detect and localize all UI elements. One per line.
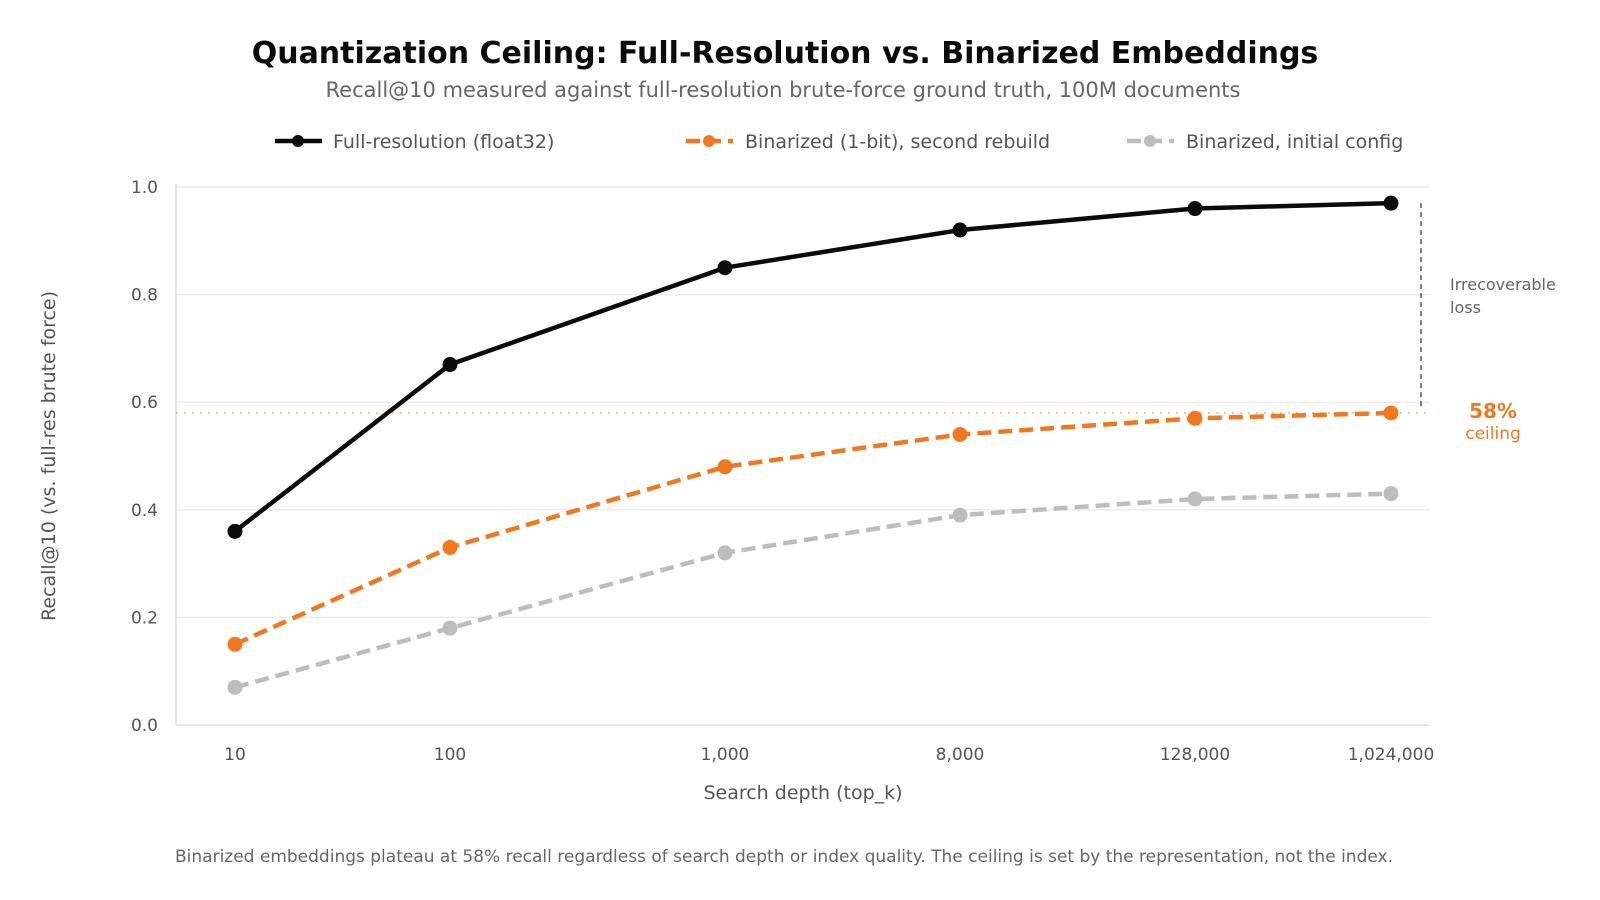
legend-label: Binarized (1-bit), second rebuild: [745, 131, 1050, 153]
data-point: [717, 260, 733, 276]
data-point: [442, 357, 458, 373]
y-tick-label: 0.4: [131, 501, 158, 521]
x-tick-label: 100: [434, 745, 466, 765]
data-point: [1187, 410, 1203, 426]
legend: Full-resolution (float32) Binarized (1-bi…: [275, 131, 1403, 153]
chart-title: Quantization Ceiling: Full-Resolution vs…: [252, 36, 1319, 71]
data-point: [1383, 405, 1399, 421]
data-point: [952, 426, 968, 442]
x-tick-label: 1,000: [701, 745, 750, 765]
legend-swatch-marker: [292, 135, 304, 147]
legend-item: Binarized (1-bit), second rebuild: [686, 131, 1050, 153]
data-point: [717, 459, 733, 475]
x-tick-label: 128,000: [1160, 745, 1230, 765]
series-0: [227, 195, 1399, 539]
data-point: [717, 545, 733, 561]
y-tick-label: 0.2: [131, 608, 158, 628]
data-point: [952, 222, 968, 238]
ceiling-percent-label: 58%: [1469, 399, 1517, 423]
axes: 0.0 0.2 0.4 0.6 0.8 1.0 10 100 1,000 8,000 128,000…: [131, 178, 1434, 765]
data-point: [1383, 486, 1399, 502]
legend-label: Full-resolution (float32): [333, 131, 554, 153]
legend-swatch-marker: [1144, 135, 1156, 147]
gridlines: [176, 186, 1430, 619]
data-point: [1383, 195, 1399, 211]
legend-label: Binarized, initial config: [1186, 131, 1403, 153]
legend-item: Binarized, initial config: [1127, 131, 1403, 153]
y-tick-label: 0.6: [131, 393, 158, 413]
data-point: [227, 523, 243, 539]
data-point: [1187, 491, 1203, 507]
x-tick-label: 8,000: [936, 745, 985, 765]
data-point: [227, 636, 243, 652]
x-tick-label: 10: [224, 745, 246, 765]
legend-item: Full-resolution (float32): [275, 131, 554, 153]
series-line: [234, 491, 1392, 690]
chart-subtitle: Recall@10 measured against full-resoluti…: [326, 78, 1241, 102]
x-tick-label: 1,024,000: [1348, 745, 1435, 765]
annotations: Irrecoverable loss 58%ceiling: [1420, 203, 1556, 444]
data-point: [952, 507, 968, 523]
series-group: [227, 195, 1399, 695]
gap-label: Irrecoverable: [1450, 275, 1556, 294]
ceiling-label: ceiling: [1465, 424, 1521, 444]
series-2: [227, 486, 1399, 695]
y-tick-label: 1.0: [131, 178, 158, 198]
series-line: [233, 200, 1392, 534]
gap-label: loss: [1450, 298, 1481, 317]
data-point: [442, 539, 458, 555]
y-tick-label: 0.8: [131, 286, 158, 306]
data-point: [442, 620, 458, 636]
x-axis-label: Search depth (top_k): [703, 782, 902, 804]
series-line: [234, 410, 1392, 647]
series-1: [227, 405, 1399, 652]
y-tick-label: 0.0: [131, 716, 158, 736]
data-point: [227, 679, 243, 695]
data-point: [1187, 201, 1203, 217]
y-axis-label: Recall@10 (vs. full-res brute force): [38, 291, 60, 621]
footnote: Binarized embeddings plateau at 58% reca…: [175, 847, 1393, 867]
legend-swatch-marker: [703, 135, 715, 147]
